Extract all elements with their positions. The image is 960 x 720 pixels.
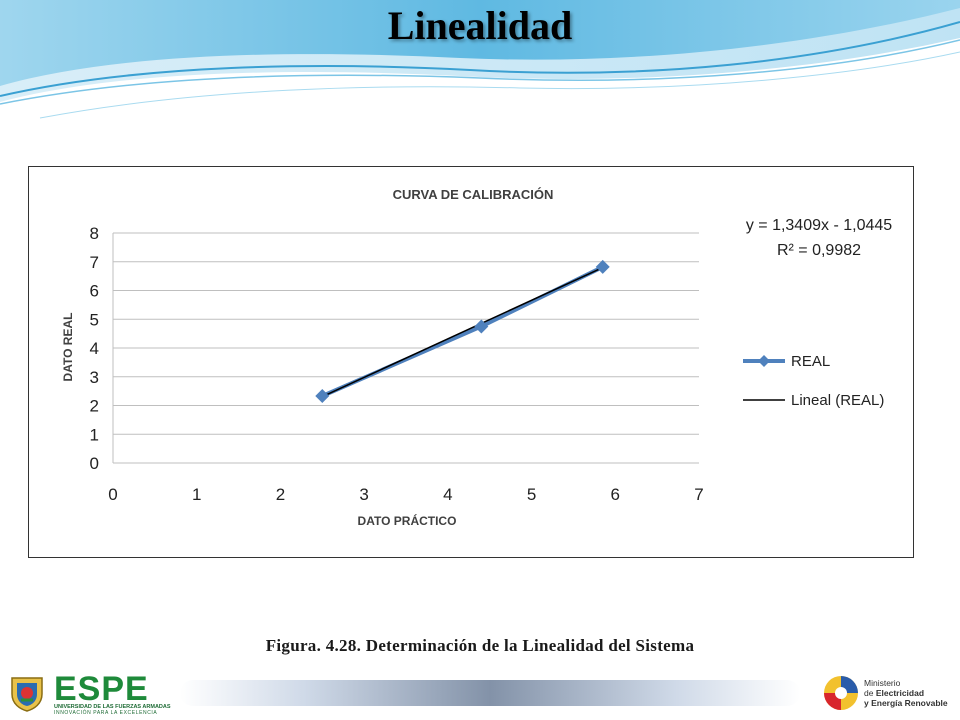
- ministry-line3: y Energía Renovable: [864, 698, 948, 708]
- legend-trend-label: Lineal (REAL): [791, 392, 884, 409]
- y-tick-label: 1: [90, 425, 99, 444]
- data-point-real: [474, 319, 489, 334]
- legend-real-swatch-marker: [758, 355, 770, 367]
- y-axis-label: DATO REAL: [61, 313, 75, 382]
- y-tick-label: 8: [90, 224, 99, 243]
- y-tick-label: 3: [90, 368, 99, 387]
- espe-logo: ESPE UNIVERSIDAD DE LAS FUERZAS ARMADAS …: [8, 670, 171, 716]
- figure-caption: Figura. 4.28. Determinación de la Lineal…: [265, 636, 695, 655]
- x-axis-label: DATO PRÁCTICO: [358, 513, 457, 528]
- grid-lines: [112, 232, 699, 464]
- series-layer: [315, 259, 610, 404]
- chart-title: CURVA DE CALIBRACIÓN: [393, 187, 554, 202]
- x-tick-label: 1: [192, 485, 201, 504]
- footer: ESPE UNIVERSIDAD DE LAS FUERZAS ARMADAS …: [0, 668, 960, 720]
- espe-subtitle: UNIVERSIDAD DE LAS FUERZAS ARMADAS: [54, 704, 171, 710]
- x-tick-label: 5: [527, 485, 536, 504]
- x-tick-label: 2: [276, 485, 285, 504]
- y-tick-label: 4: [90, 339, 99, 358]
- y-tick-label: 2: [90, 397, 99, 416]
- y-tick-labels: 0 1 2 3 4 5 6 7 8: [90, 224, 99, 473]
- y-tick-label: 7: [90, 253, 99, 272]
- y-tick-label: 0: [90, 454, 99, 473]
- x-tick-label: 4: [443, 485, 452, 504]
- ministry-emblem-icon: [824, 676, 858, 710]
- espe-crest-icon: [11, 677, 43, 712]
- trend-equation: y = 1,3409x - 1,0445: [746, 217, 892, 234]
- espe-wordmark: ESPE: [54, 670, 149, 708]
- x-tick-label: 7: [694, 485, 703, 504]
- slide-title: Linealidad: [387, 3, 573, 48]
- footer-band: [180, 680, 800, 706]
- trendline: [321, 266, 604, 398]
- ministry-line1: Ministerio: [864, 678, 901, 688]
- x-tick-label: 3: [359, 485, 368, 504]
- data-point-real: [595, 259, 610, 274]
- ministry-line2: de Electricidad: [864, 688, 925, 698]
- header-swoosh: [0, 0, 960, 119]
- ministry-logo: Ministerio de Electricidad y Energía Ren…: [820, 672, 952, 716]
- x-tick-labels: 0 1 2 3 4 5 6 7: [108, 485, 703, 504]
- y-tick-label: 6: [90, 282, 99, 301]
- legend-real-label: REAL: [791, 353, 830, 370]
- x-tick-label: 6: [611, 485, 620, 504]
- y-tick-label: 5: [90, 310, 99, 329]
- x-tick-label: 0: [108, 485, 117, 504]
- data-point-real: [315, 389, 330, 404]
- trend-r-squared: R² = 0,9982: [777, 242, 861, 259]
- chart-legend: REAL Lineal (REAL): [743, 353, 884, 409]
- espe-tagline: INNOVACIÓN PARA LA EXCELENCIA: [54, 710, 158, 716]
